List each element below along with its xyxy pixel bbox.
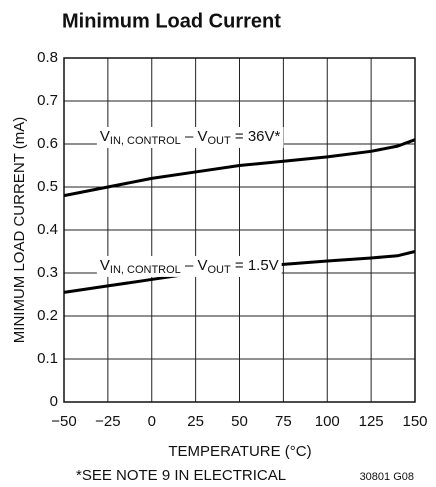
y-tick-label: 0.6 [37, 135, 58, 152]
annotation-part: OUT [207, 135, 231, 147]
y-tick-label: 0.2 [37, 307, 58, 324]
x-tick-label: 125 [359, 413, 384, 430]
x-tick-label: 150 [402, 413, 427, 430]
y-tick-label: 0.7 [37, 92, 58, 109]
annotation-part: = 36V* [231, 128, 281, 145]
annotation-part: IN, CONTROL [110, 264, 181, 276]
annotation-text: VIN, CONTROL – VOUT = 36V* [100, 128, 281, 147]
y-axis-label: MINIMUM LOAD CURRENT (mA) [11, 117, 28, 343]
x-tick-label: 50 [231, 413, 248, 430]
x-tick-label: 100 [315, 413, 340, 430]
y-tick-label: 0.3 [37, 264, 58, 281]
y-tick-label: 0.1 [37, 350, 58, 367]
annotation-part: – V [181, 128, 208, 145]
y-tick-label: 0 [50, 393, 58, 410]
x-axis-label: TEMPERATURE (°C) [168, 443, 311, 460]
y-tick-label: 0.8 [37, 49, 58, 66]
annotation-part: IN, CONTROL [110, 135, 181, 147]
annotation-part: V [100, 257, 110, 274]
x-tick-label: −25 [95, 413, 120, 430]
chart-title: Minimum Load Current [62, 10, 281, 32]
x-tick-label: 75 [275, 413, 292, 430]
figure-code: 30801 G08 [360, 471, 414, 483]
footnote: *SEE NOTE 9 IN ELECTRICAL [76, 467, 286, 484]
annotation-part: – V [181, 257, 208, 274]
y-tick-label: 0.4 [37, 221, 58, 238]
annotation: VIN, CONTROL – VOUT = 36V* [96, 126, 284, 148]
annotation-part: V [100, 128, 110, 145]
annotation-part: OUT [207, 264, 231, 276]
annotation-background [96, 126, 284, 148]
y-tick-label: 0.5 [37, 178, 58, 195]
plot-frame [63, 57, 416, 403]
data-line [63, 138, 416, 198]
x-tick-label: 0 [148, 413, 156, 430]
annotation-part: = 1.5V [231, 257, 279, 274]
annotation: VIN, CONTROL – VOUT = 1.5V [96, 255, 282, 277]
annotation-text: VIN, CONTROL – VOUT = 1.5V [100, 257, 279, 276]
x-tick-label: −50 [51, 413, 76, 430]
annotation-background [96, 255, 282, 277]
x-tick-label: 25 [187, 413, 204, 430]
